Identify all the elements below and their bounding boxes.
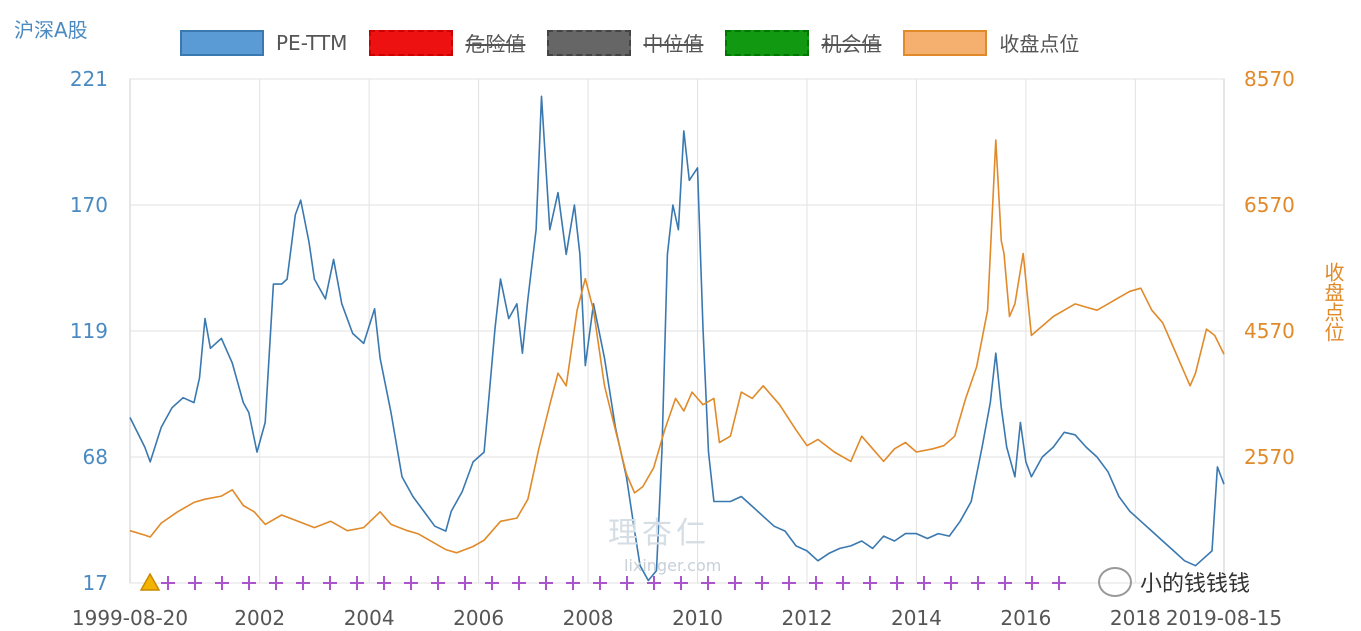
opportunity-marker xyxy=(701,576,715,590)
x-tick-label: 2012 xyxy=(782,606,833,630)
x-tick-label: 2006 xyxy=(453,606,504,630)
watermark-url: lixinger.com xyxy=(624,556,721,575)
wechat-name: 小的钱钱钱 xyxy=(1140,566,1250,598)
opportunity-marker xyxy=(728,576,742,590)
opportunity-marker xyxy=(917,576,931,590)
x-tick-label: 2004 xyxy=(344,606,395,630)
opportunity-marker xyxy=(323,576,337,590)
opportunity-marker xyxy=(161,576,175,590)
right-tick-label: 4570 xyxy=(1244,319,1295,343)
watermark-logo: 理杏仁 xyxy=(608,508,710,552)
opportunity-marker xyxy=(620,576,634,590)
opportunity-marker xyxy=(350,576,364,590)
left-tick-label: 221 xyxy=(70,67,108,91)
left-tick-label: 119 xyxy=(70,319,108,343)
opportunity-marker xyxy=(377,576,391,590)
x-tick-label: 2018 xyxy=(1110,606,1161,630)
opportunity-marker xyxy=(647,576,661,590)
opportunity-marker xyxy=(485,576,499,590)
opportunity-marker xyxy=(215,576,229,590)
x-tick-label: 2002 xyxy=(234,606,285,630)
opportunity-marker xyxy=(782,576,796,590)
opportunity-marker xyxy=(566,576,580,590)
opportunity-marker xyxy=(404,576,418,590)
x-tick-label: 2014 xyxy=(891,606,942,630)
left-tick-label: 68 xyxy=(83,445,108,469)
x-tick-label: 2010 xyxy=(672,606,723,630)
opportunity-marker xyxy=(242,576,256,590)
opportunity-marker xyxy=(1052,576,1066,590)
x-tick-label: 1999-08-20 xyxy=(72,606,188,630)
opportunity-marker xyxy=(512,576,526,590)
wechat-icon xyxy=(1098,567,1132,597)
opportunity-marker xyxy=(809,576,823,590)
opportunity-marker xyxy=(971,576,985,590)
opportunity-marker xyxy=(296,576,310,590)
x-tick-label: 2016 xyxy=(1000,606,1051,630)
opportunity-marker xyxy=(890,576,904,590)
opportunity-marker xyxy=(593,576,607,590)
right-tick-label: 2570 xyxy=(1244,445,1295,469)
series-line-close-index xyxy=(130,140,1224,553)
opportunity-marker xyxy=(458,576,472,590)
x-tick-label: 2019-08-15 xyxy=(1166,606,1282,630)
wechat-attribution: 小的钱钱钱 xyxy=(1098,566,1250,598)
opportunity-marker xyxy=(755,576,769,590)
opportunity-marker xyxy=(836,576,850,590)
left-tick-label: 170 xyxy=(70,193,108,217)
x-tick-label: 2008 xyxy=(563,606,614,630)
opportunity-marker xyxy=(431,576,445,590)
warning-triangle-icon xyxy=(141,574,159,590)
right-tick-label: 6570 xyxy=(1244,193,1295,217)
opportunity-marker xyxy=(188,576,202,590)
opportunity-marker xyxy=(269,576,283,590)
opportunity-marker xyxy=(998,576,1012,590)
opportunity-marker xyxy=(944,576,958,590)
opportunity-marker xyxy=(674,576,688,590)
opportunity-marker xyxy=(1025,576,1039,590)
right-tick-label: 8570 xyxy=(1244,67,1295,91)
left-tick-label: 17 xyxy=(83,571,108,595)
opportunity-marker xyxy=(539,576,553,590)
opportunity-marker xyxy=(863,576,877,590)
